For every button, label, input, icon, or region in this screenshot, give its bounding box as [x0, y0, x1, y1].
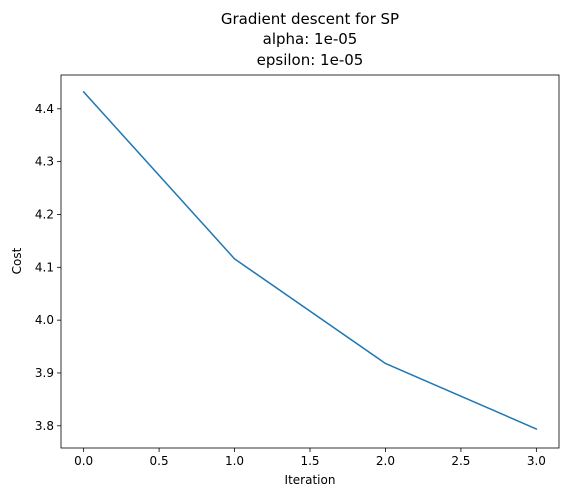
y-tick-label: 4.3: [35, 155, 54, 169]
series-group: [82, 90, 538, 430]
chart-title: Gradient descent for SP alpha: 1e-05 eps…: [221, 10, 399, 69]
x-tick-label: 1.0: [225, 454, 244, 468]
x-tick-label: 2.5: [451, 454, 470, 468]
chart-title-line-3: epsilon: 1e-05: [257, 51, 364, 69]
y-tick-label: 3.9: [35, 366, 54, 380]
y-tick-label: 3.8: [35, 419, 54, 433]
y-tick-label: 4.2: [35, 207, 54, 221]
x-tick-label: 2.0: [376, 454, 395, 468]
chart-title-line-2: alpha: 1e-05: [263, 30, 358, 48]
plot-area: [60, 74, 560, 449]
chart-title-line-1: Gradient descent for SP: [221, 10, 399, 28]
y-axis-label: Cost: [10, 247, 24, 274]
y-tick-label: 4.1: [35, 260, 54, 274]
x-axis-ticks: 0.0 0.5 1.0 1.5 2.0 2.5 3.0: [74, 448, 546, 468]
x-tick-label: 3.0: [527, 454, 546, 468]
y-axis-ticks: 3.8 3.9 4.0 4.1 4.2 4.3 4.4: [35, 102, 61, 433]
x-tick-label: 0.0: [74, 454, 93, 468]
x-tick-label: 0.5: [150, 454, 169, 468]
y-tick-label: 4.4: [35, 102, 54, 116]
series-line: [82, 90, 538, 430]
x-axis-label: Iteration: [285, 473, 336, 487]
plot-frame: [60, 74, 560, 449]
y-tick-label: 4.0: [35, 313, 54, 327]
x-tick-label: 1.5: [300, 454, 319, 468]
